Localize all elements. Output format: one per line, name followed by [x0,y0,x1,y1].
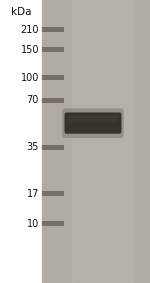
Text: 150: 150 [21,44,39,55]
Bar [42,221,64,226]
Bar [42,0,150,283]
Bar [42,27,64,32]
FancyBboxPatch shape [68,115,118,123]
Text: 100: 100 [21,73,39,83]
Text: 35: 35 [27,142,39,152]
Bar [42,47,64,52]
FancyBboxPatch shape [64,113,122,134]
Bar [42,75,64,80]
Text: kDa: kDa [11,7,31,17]
Bar [42,98,64,103]
Text: 17: 17 [27,189,39,199]
Bar [42,145,64,150]
Text: 210: 210 [21,25,39,35]
Text: 70: 70 [27,95,39,106]
FancyBboxPatch shape [62,108,124,138]
Bar [42,191,64,196]
Text: 10: 10 [27,218,39,229]
Bar [72,0,132,283]
